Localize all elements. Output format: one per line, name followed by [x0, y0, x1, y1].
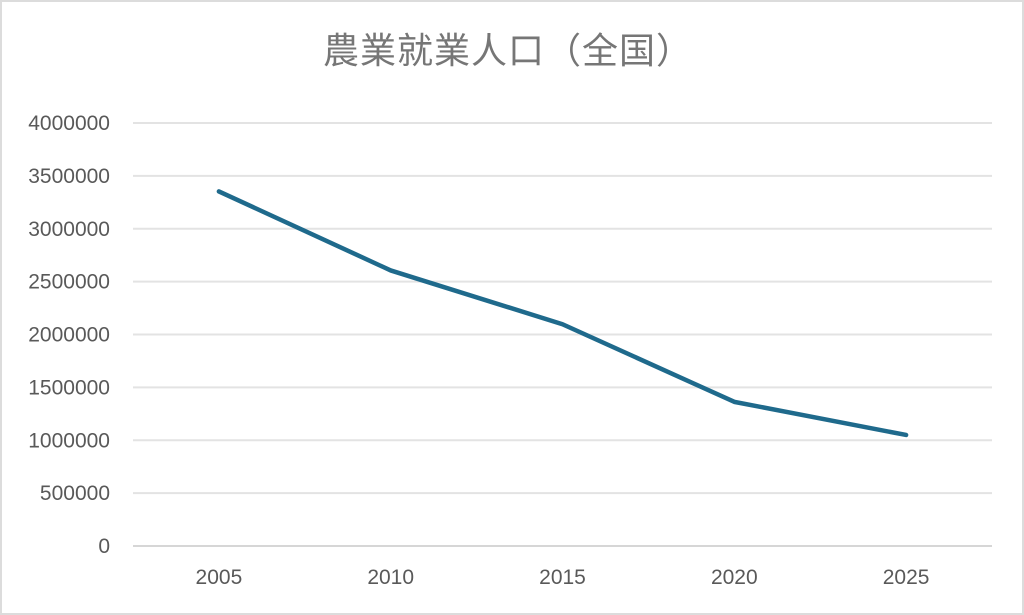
x-tick-label: 2010 [367, 566, 414, 589]
y-tick-label: 3500000 [28, 165, 110, 188]
y-tick-label: 3000000 [28, 218, 110, 241]
chart-title: 農業就業人口（全国） [322, 30, 693, 71]
y-tick-label: 0 [98, 535, 110, 558]
y-tick-label: 1500000 [28, 376, 110, 399]
data-series-line [216, 189, 909, 438]
y-tick-label: 1000000 [28, 429, 110, 452]
x-tick-label: 2025 [883, 566, 930, 589]
x-tick-label: 2015 [539, 566, 586, 589]
x-tick-label: 2005 [196, 566, 243, 589]
y-tick-label: 4000000 [28, 112, 110, 135]
y-tick-label: 2000000 [28, 324, 110, 347]
y-tick-label: 500000 [40, 482, 110, 505]
x-tick-label: 2020 [711, 566, 758, 589]
y-tick-label: 2500000 [28, 271, 110, 294]
